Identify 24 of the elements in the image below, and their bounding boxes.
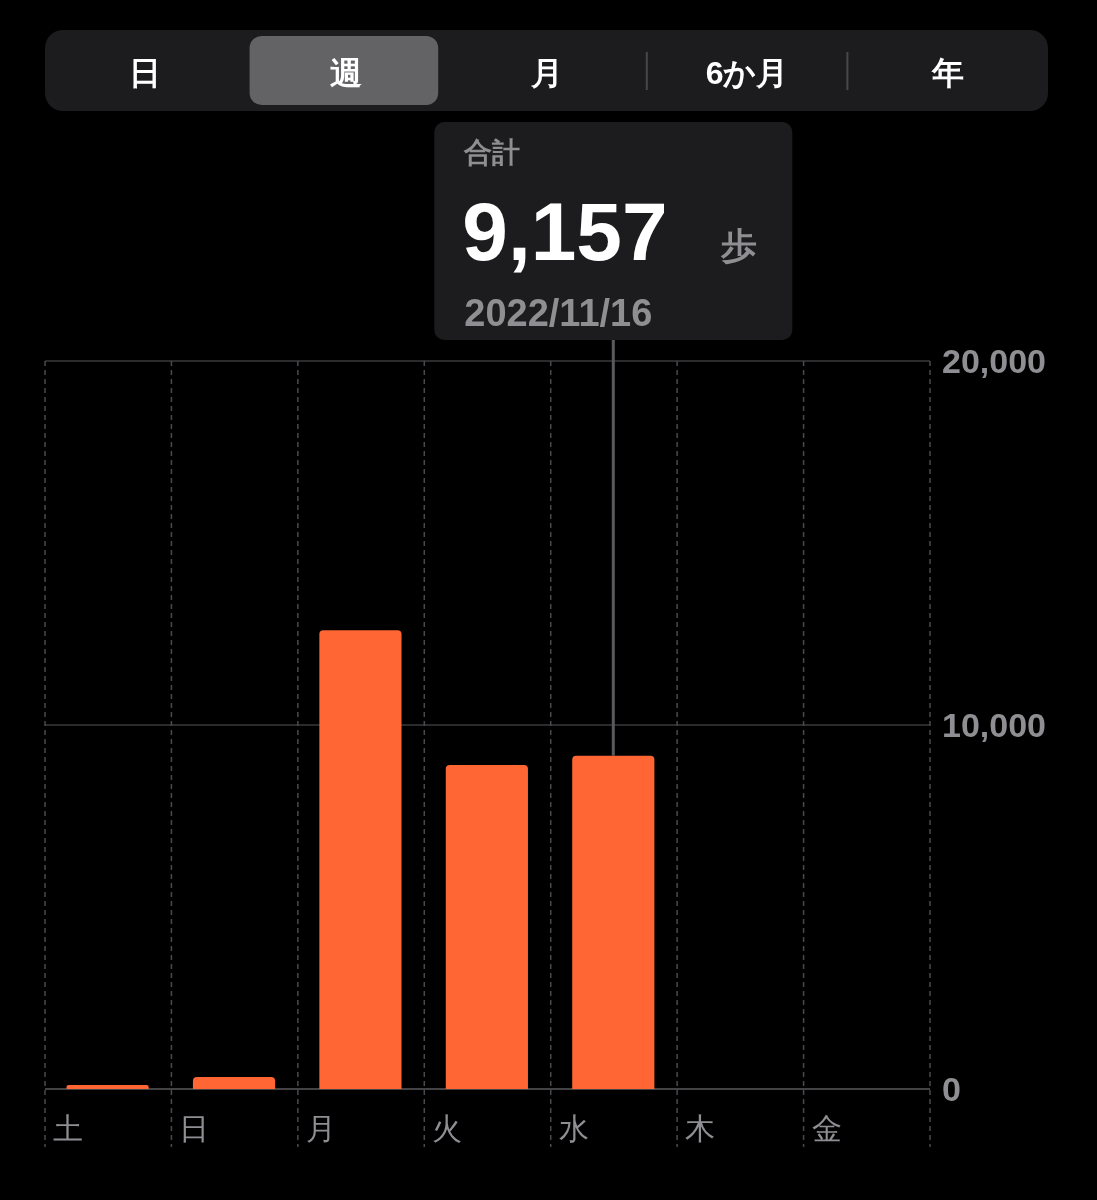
- text: 日: [129, 55, 162, 91]
- bar: [319, 630, 402, 1089]
- text: 年: [930, 55, 964, 91]
- y-tick-label: 10,000: [942, 706, 1046, 744]
- x-tick-label: 金: [811, 1112, 842, 1145]
- text: 合計: [463, 137, 521, 168]
- text: 6か月: [705, 55, 789, 91]
- bar: [572, 755, 655, 1089]
- x-tick-label: 火: [432, 1112, 463, 1145]
- bar: [66, 1085, 149, 1089]
- text: 月: [529, 55, 563, 91]
- x-tick-label: 日: [179, 1112, 210, 1145]
- text: 歩: [720, 225, 758, 266]
- x-tick-label: 水: [558, 1112, 589, 1145]
- x-tick-label: 月: [305, 1112, 336, 1145]
- bar: [192, 1076, 276, 1089]
- bar: [445, 765, 528, 1089]
- x-tick-label: 土: [53, 1112, 83, 1145]
- text: 2022/11/16: [464, 292, 653, 334]
- text: 週: [329, 55, 362, 91]
- y-tick-label: 0: [942, 1070, 961, 1108]
- y-tick-label: 20,000: [942, 342, 1046, 380]
- text: 9,157: [462, 186, 668, 277]
- x-tick-label: 木: [685, 1112, 716, 1145]
